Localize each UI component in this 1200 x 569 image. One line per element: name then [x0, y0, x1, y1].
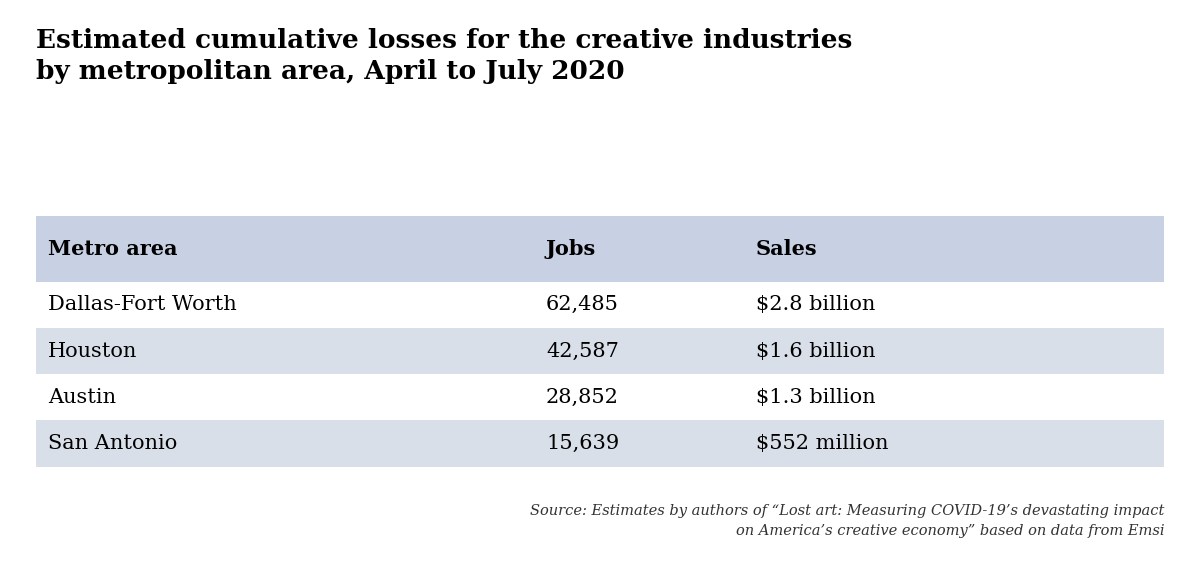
Text: $2.8 billion: $2.8 billion	[756, 295, 875, 314]
Text: Jobs: Jobs	[546, 239, 596, 259]
Bar	[36, 282, 1164, 328]
Text: 62,485: 62,485	[546, 295, 619, 314]
Text: $1.3 billion: $1.3 billion	[756, 387, 876, 407]
Text: Metro area: Metro area	[48, 239, 178, 259]
Text: Source: Estimates by authors of “Lost art: Measuring COVID-19’s devastating impa: Source: Estimates by authors of “Lost ar…	[529, 504, 1164, 538]
Bar	[36, 216, 1164, 282]
Text: Sales: Sales	[756, 239, 817, 259]
Text: Dallas-Fort Worth: Dallas-Fort Worth	[48, 295, 236, 314]
Bar	[36, 328, 1164, 374]
Text: Houston: Houston	[48, 341, 137, 361]
Bar	[36, 420, 1164, 467]
Text: $552 million: $552 million	[756, 434, 888, 453]
Bar	[36, 374, 1164, 420]
Text: 15,639: 15,639	[546, 434, 619, 453]
Text: $1.6 billion: $1.6 billion	[756, 341, 876, 361]
Text: 42,587: 42,587	[546, 341, 619, 361]
Text: Estimated cumulative losses for the creative industries
by metropolitan area, Ap: Estimated cumulative losses for the crea…	[36, 28, 852, 84]
Text: San Antonio: San Antonio	[48, 434, 178, 453]
Text: 28,852: 28,852	[546, 387, 619, 407]
Text: Austin: Austin	[48, 387, 116, 407]
